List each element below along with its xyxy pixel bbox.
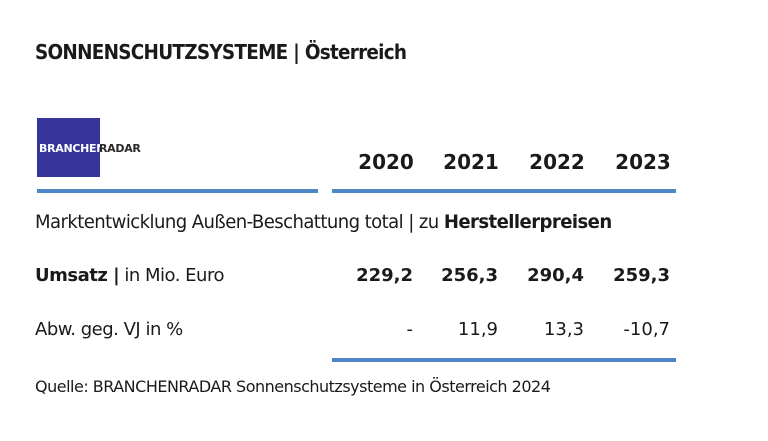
column-header: 2020 — [358, 150, 414, 174]
divider — [37, 189, 318, 193]
table-cell: -10,7 — [623, 319, 670, 340]
column-header: 2022 — [529, 150, 585, 174]
divider — [332, 358, 676, 362]
table-cell: 259,3 — [613, 265, 670, 286]
section-text: Marktentwicklung Außen-Beschattung total… — [35, 211, 444, 233]
section-emphasis: Herstellerpreisen — [443, 211, 612, 233]
column-header: 2021 — [443, 150, 499, 174]
row-label: Umsatz | in Mio. Euro — [35, 265, 224, 286]
logo-box — [37, 118, 100, 177]
table-cell: 11,9 — [457, 319, 498, 340]
column-header: 2023 — [615, 150, 671, 174]
row-label-unit: in Mio. Euro — [119, 265, 224, 286]
row-label: Abw. geg. VJ in % — [35, 319, 183, 340]
table-cell: 256,3 — [441, 265, 498, 286]
logo-text: BRANCHEN — [39, 142, 106, 155]
table-cell: 290,4 — [527, 265, 584, 286]
section-heading: Marktentwicklung Außen-Beschattung total… — [35, 211, 612, 233]
table-cell: 13,3 — [543, 319, 584, 340]
table-cell: - — [406, 319, 414, 340]
row-label-main: Umsatz | — [35, 265, 120, 286]
table-cell: 229,2 — [356, 265, 413, 286]
row-label-main: Abw. geg. VJ in % — [35, 319, 183, 340]
source: Quelle: BRANCHENRADAR Sonnenschutzsystem… — [35, 377, 551, 396]
logo-text: RADAR — [99, 142, 141, 155]
divider — [332, 189, 676, 193]
title: SONNENSCHUTZSYSTEME | Österreich — [35, 40, 407, 64]
